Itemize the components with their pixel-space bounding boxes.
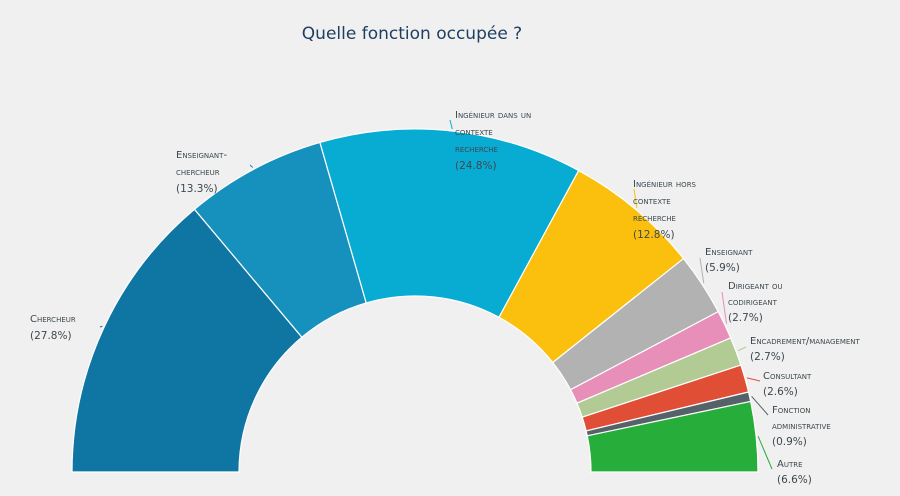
slice-label-line: Chercheur <box>30 314 76 325</box>
slice-value-label: (24.8%) <box>455 160 497 172</box>
leader-line-encadrement-management <box>737 346 747 352</box>
slice-label-line: Dirigeant ou <box>728 281 783 292</box>
slice-label-enseignant-chercheur: Enseignant-chercheur (13.3%) <box>176 150 227 195</box>
slice-value-label: (0.9%) <box>772 436 807 448</box>
slice-label-line: chercheur <box>176 167 220 178</box>
slice-label-line: contexte <box>633 196 671 207</box>
slice-label-line: codirigeant <box>728 297 778 308</box>
slice-label-line: Enseignant <box>705 247 753 258</box>
slice-label-enseignant: Enseignant (5.9%) <box>705 247 753 274</box>
leader-line-ingenieur-dans-un-contexte-recherche <box>449 119 453 130</box>
leader-line-fonction-administrative <box>751 395 769 416</box>
slices-layer <box>71 128 759 473</box>
slice-label-autre: Autre (6.6%) <box>777 459 812 486</box>
slice-label-line: Encadrement/management <box>750 336 861 347</box>
slice-value-label: (6.6%) <box>777 474 812 486</box>
leader-line-consultant <box>746 377 761 382</box>
leader-line-ingenieur-hors-contexte-recherche <box>633 188 638 208</box>
slice-label-line: Consultant <box>763 371 812 382</box>
slice-label-line: administrative <box>772 421 831 432</box>
slice-label-dirigeant-ou-codirigeant: Dirigeant ou codirigeant (2.7%) <box>728 281 783 324</box>
slice-label-fonction-administrative: Fonction administrative (0.9%) <box>772 405 831 448</box>
slice-label-ingenieur-dans-un-contexte-recherche: Ingénieur dans un contexte recherche (24.8%… <box>455 110 531 172</box>
leader-line-chercheur <box>99 325 103 328</box>
leader-line-enseignant <box>699 257 705 284</box>
labels-layer: Chercheur (27.8%) Enseignant-chercheur (13.… <box>30 110 861 486</box>
slice-label-line: Enseignant- <box>176 150 227 161</box>
leader-line-enseignant-chercheur <box>249 164 254 168</box>
slice-label-chercheur: Chercheur (27.8%) <box>30 314 76 342</box>
slice-label-ingenieur-hors-contexte-recherche: Ingénieur hors contexte recherche (12.8%) <box>633 179 697 241</box>
slice-label-line: Fonction <box>772 405 810 416</box>
slice-label-line: Ingénieur dans un <box>455 110 531 121</box>
slice-value-label: (2.7%) <box>728 312 763 324</box>
leader-line-autre <box>757 436 773 470</box>
slice-label-line: recherche <box>633 213 676 224</box>
slice-autre <box>586 400 759 473</box>
slice-label-line: Autre <box>777 459 803 470</box>
leader-line-dirigeant-ou-codirigeant <box>721 291 728 324</box>
slice-value-label: (12.8%) <box>633 229 675 241</box>
slice-value-label: (2.6%) <box>763 386 798 398</box>
slice-value-label: (27.8%) <box>30 330 72 342</box>
slice-label-line: Ingénieur hors <box>633 179 697 190</box>
slice-ingenieur-dans-un-contexte-recherche <box>319 128 580 319</box>
slice-label-consultant: Consultant (2.6%) <box>763 371 812 398</box>
slice-value-label: (5.9%) <box>705 262 740 274</box>
slice-label-line: recherche <box>455 144 498 155</box>
slice-chercheur <box>71 208 303 473</box>
slice-value-label: (13.3%) <box>176 183 218 195</box>
slice-label-line: contexte <box>455 127 493 138</box>
slice-value-label: (2.7%) <box>750 351 785 363</box>
chart-title: Quelle fonction occupée ? <box>302 24 522 44</box>
slice-label-encadrement-management: Encadrement/management (2.7%) <box>750 336 861 363</box>
